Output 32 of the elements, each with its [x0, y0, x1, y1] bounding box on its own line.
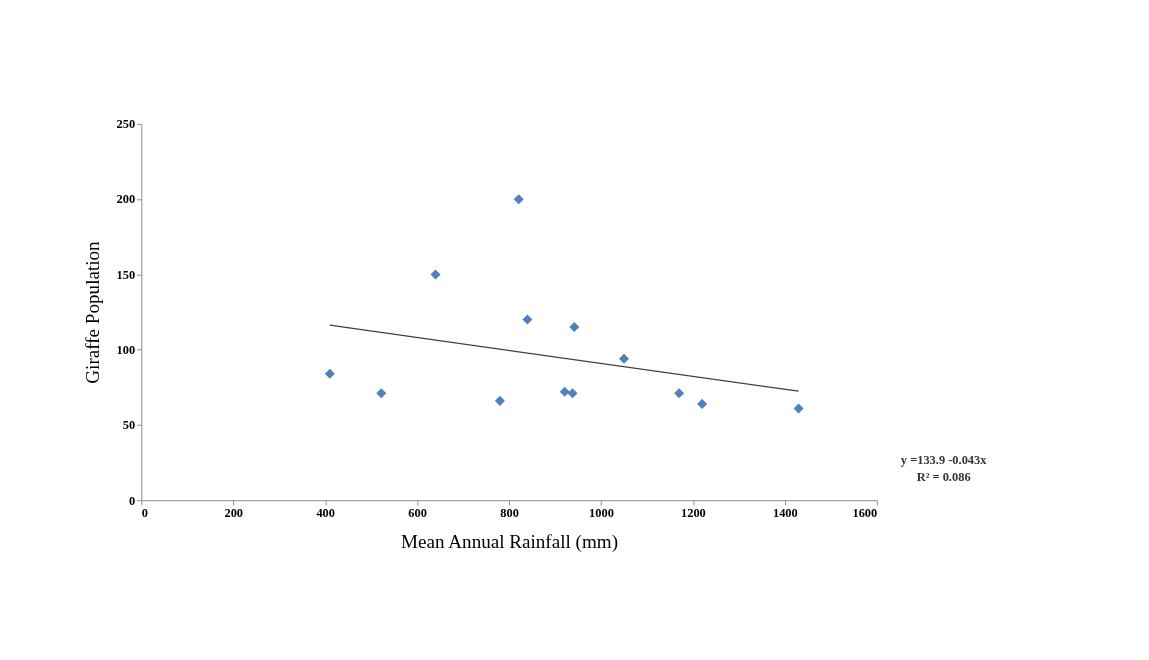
- point: [793, 403, 804, 414]
- x-tick-label: 600: [408, 505, 427, 520]
- point: [569, 322, 580, 333]
- y-tick-label: 200: [116, 192, 136, 207]
- point: [697, 398, 708, 409]
- point: [513, 194, 524, 205]
- y-tick-label: 150: [116, 267, 136, 282]
- y-tick-label: 100: [116, 342, 136, 357]
- x-tick-label: 1400: [772, 505, 798, 520]
- text: y =133.9 -0.043x: [900, 452, 988, 467]
- x-tick-label: 800: [500, 505, 519, 520]
- point: [494, 395, 505, 406]
- x-tick-label: 1200: [681, 505, 706, 520]
- point: [376, 388, 387, 399]
- x-tick-label: 1600: [852, 505, 878, 520]
- y-axis-title: Giraffe Population: [82, 240, 104, 384]
- text: R² = 0.086: [916, 470, 971, 485]
- point: [324, 368, 335, 379]
- x-tick-label: 400: [316, 505, 335, 520]
- x-axis-title: Mean Annual Rainfall (mm): [401, 531, 618, 554]
- point: [674, 388, 685, 399]
- point: [522, 314, 533, 325]
- point: [430, 269, 441, 280]
- y-tick-label: 250: [116, 117, 136, 132]
- x-tick-label: 0: [141, 505, 149, 520]
- point: [567, 388, 578, 399]
- y-tick-label: 50: [122, 418, 136, 433]
- x-tick-label: 200: [224, 505, 244, 520]
- y-tick-label: 0: [128, 493, 136, 508]
- point: [618, 353, 629, 364]
- point: [559, 386, 570, 397]
- x-tick-label: 1000: [589, 505, 614, 520]
